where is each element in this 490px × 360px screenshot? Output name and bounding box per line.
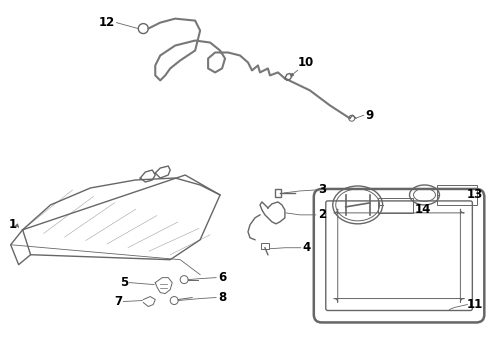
Text: 5: 5 (120, 276, 128, 289)
Text: 13: 13 (467, 188, 483, 202)
Bar (261, 243, 269, 249)
Text: 12: 12 (99, 16, 115, 29)
Bar (275, 189, 281, 197)
Text: 9: 9 (366, 109, 374, 122)
Text: 1: 1 (9, 218, 17, 231)
Text: 8: 8 (218, 291, 226, 304)
Bar (438, 185, 477, 205)
Text: 10: 10 (298, 56, 314, 69)
Text: 3: 3 (318, 184, 326, 197)
Text: 14: 14 (415, 203, 431, 216)
Text: 11: 11 (467, 298, 483, 311)
Text: 7: 7 (114, 295, 122, 308)
Text: 6: 6 (218, 271, 226, 284)
Bar (378, 198, 413, 213)
Text: 4: 4 (303, 241, 311, 254)
Text: 2: 2 (318, 208, 326, 221)
